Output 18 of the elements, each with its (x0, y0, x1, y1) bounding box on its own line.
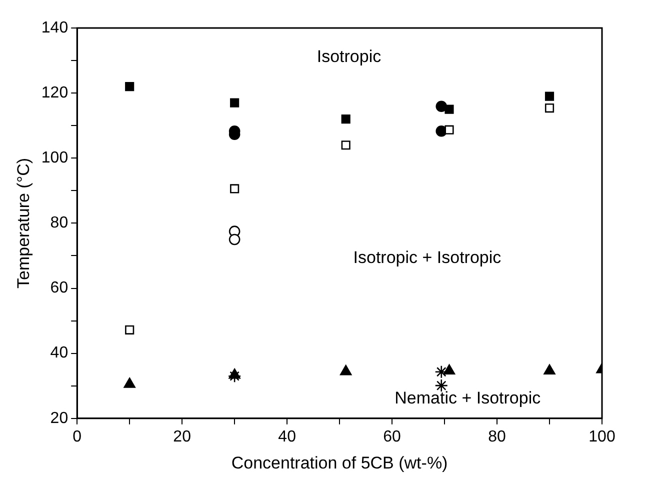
x-tick-label: 80 (488, 428, 506, 446)
x-tick-label: 60 (383, 428, 402, 446)
y-tick-label: 120 (41, 84, 68, 102)
y-tick-label: 20 (50, 410, 68, 427)
y-axis-title: Temperature (°C) (14, 158, 33, 288)
y-tick-label: 80 (50, 214, 68, 232)
x-axis-title: Concentration of 5CB (wt-%) (231, 453, 448, 472)
x-tick-label: 100 (588, 428, 616, 446)
y-tick-label: 140 (41, 19, 68, 36)
annotation: Nematic + Isotropic (394, 388, 542, 408)
annotation: Isotropic (316, 46, 382, 66)
y-tick-label: 40 (50, 344, 68, 362)
x-tick-label: 0 (72, 428, 82, 446)
x-tick-label: 20 (173, 428, 192, 446)
y-tick-label: 60 (50, 280, 68, 297)
y-tick-label: 100 (41, 150, 68, 167)
annotation: Isotropic + Isotropic (353, 248, 502, 268)
x-tick-label: 40 (278, 428, 296, 446)
